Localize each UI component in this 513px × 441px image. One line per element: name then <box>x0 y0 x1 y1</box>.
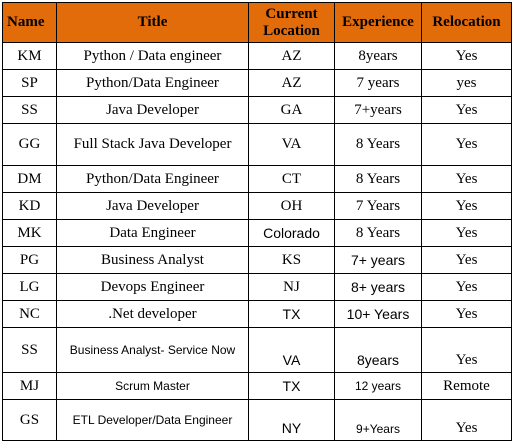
cell-experience: 7+ years <box>334 246 422 274</box>
cell-name: PG <box>2 246 57 274</box>
cell-name: KM <box>2 42 57 70</box>
table-row: GS ETL Developer/Data Engineer NY 9+Year… <box>2 399 512 441</box>
cell-location: VA <box>248 123 335 166</box>
table-row: DM Python/Data Engineer CT 8 Years Yes <box>2 165 512 193</box>
cell-title: Java Developer <box>56 192 249 220</box>
cell-title: Full Stack Java Developer <box>56 123 249 166</box>
cell-name: MK <box>2 219 57 247</box>
table-row: LG Devops Engineer NJ 8+ years Yes <box>2 273 512 301</box>
cell-relocation: yes <box>421 69 512 97</box>
table-row: MK Data Engineer Colorado 8 Years Yes <box>2 219 512 247</box>
cell-experience: 10+ Years <box>334 300 422 328</box>
cell-name: SS <box>2 327 57 373</box>
cell-relocation: Yes <box>421 96 512 124</box>
cell-name: SS <box>2 96 57 124</box>
cell-location: AZ <box>248 42 335 70</box>
header-title: Title <box>56 2 249 43</box>
header-row: Name Title Current Location Experience Re… <box>2 2 512 43</box>
cell-name: DM <box>2 165 57 193</box>
cell-title: .Net developer <box>56 300 249 328</box>
table-row: SP Python/Data Engineer AZ 7 years yes <box>2 69 512 97</box>
header-location-line2: Location <box>263 22 320 39</box>
cell-relocation: Yes <box>421 219 512 247</box>
cell-relocation: Yes <box>421 192 512 220</box>
cell-relocation: Yes <box>421 273 512 301</box>
table-row: GG Full Stack Java Developer VA 8 Years … <box>2 123 512 166</box>
cell-title: Python/Data Engineer <box>56 165 249 193</box>
cell-title: Python/Data Engineer <box>56 69 249 97</box>
header-name: Name <box>2 2 57 43</box>
table-row: SS Business Analyst- Service Now VA 8yea… <box>2 327 512 373</box>
cell-title: Scrum Master <box>56 372 249 400</box>
cell-location: GA <box>248 96 335 124</box>
cell-experience: 7 Years <box>334 192 422 220</box>
cell-location: AZ <box>248 69 335 97</box>
cell-relocation: Yes <box>421 300 512 328</box>
cell-name: KD <box>2 192 57 220</box>
cell-experience: 7+years <box>334 96 422 124</box>
cell-experience: 9+Years <box>334 399 422 441</box>
table-row: PG Business Analyst KS 7+ years Yes <box>2 246 512 274</box>
cell-location: TX <box>248 372 335 400</box>
table-row: SS Java Developer GA 7+years Yes <box>2 96 512 124</box>
cell-experience: 8years <box>334 42 422 70</box>
cell-relocation: Yes <box>421 327 512 373</box>
table-row: MJ Scrum Master TX 12 years Remote <box>2 372 512 400</box>
cell-location: VA <box>248 327 335 373</box>
cell-relocation: Yes <box>421 42 512 70</box>
cell-experience: 8 Years <box>334 165 422 193</box>
cell-experience: 7 years <box>334 69 422 97</box>
cell-location: KS <box>248 246 335 274</box>
cell-experience: 8 Years <box>334 219 422 247</box>
header-relocation: Relocation <box>421 2 512 43</box>
cell-name: LG <box>2 273 57 301</box>
cell-relocation: Yes <box>421 399 512 441</box>
cell-name: GG <box>2 123 57 166</box>
cell-title: Devops Engineer <box>56 273 249 301</box>
table-row: KD Java Developer OH 7 Years Yes <box>2 192 512 220</box>
cell-title: Data Engineer <box>56 219 249 247</box>
header-location-line1: Current <box>265 5 318 22</box>
cell-location: CT <box>248 165 335 193</box>
cell-experience: 12 years <box>334 372 422 400</box>
cell-location: NJ <box>248 273 335 301</box>
cell-relocation: Remote <box>421 372 512 400</box>
cell-location: Colorado <box>248 219 335 247</box>
cell-experience: 8 Years <box>334 123 422 166</box>
cell-experience: 8+ years <box>334 273 422 301</box>
cell-location: OH <box>248 192 335 220</box>
header-experience: Experience <box>334 2 422 43</box>
header-location: Current Location <box>248 2 335 43</box>
cell-name: SP <box>2 69 57 97</box>
cell-location: TX <box>248 300 335 328</box>
cell-relocation: Yes <box>421 165 512 193</box>
cell-name: MJ <box>2 372 57 400</box>
cell-title: Python / Data engineer <box>56 42 249 70</box>
cell-name: NC <box>2 300 57 328</box>
cell-experience: 8years <box>334 327 422 373</box>
table-row: NC .Net developer TX 10+ Years Yes <box>2 300 512 328</box>
cell-location: NY <box>248 399 335 441</box>
cell-title: Business Analyst- Service Now <box>56 327 249 373</box>
cell-title: Business Analyst <box>56 246 249 274</box>
cell-name: GS <box>2 399 57 441</box>
cell-title: ETL Developer/Data Engineer <box>56 399 249 441</box>
cell-relocation: Yes <box>421 246 512 274</box>
table-row: KM Python / Data engineer AZ 8years Yes <box>2 42 512 70</box>
cell-relocation: Yes <box>421 123 512 166</box>
cell-title: Java Developer <box>56 96 249 124</box>
